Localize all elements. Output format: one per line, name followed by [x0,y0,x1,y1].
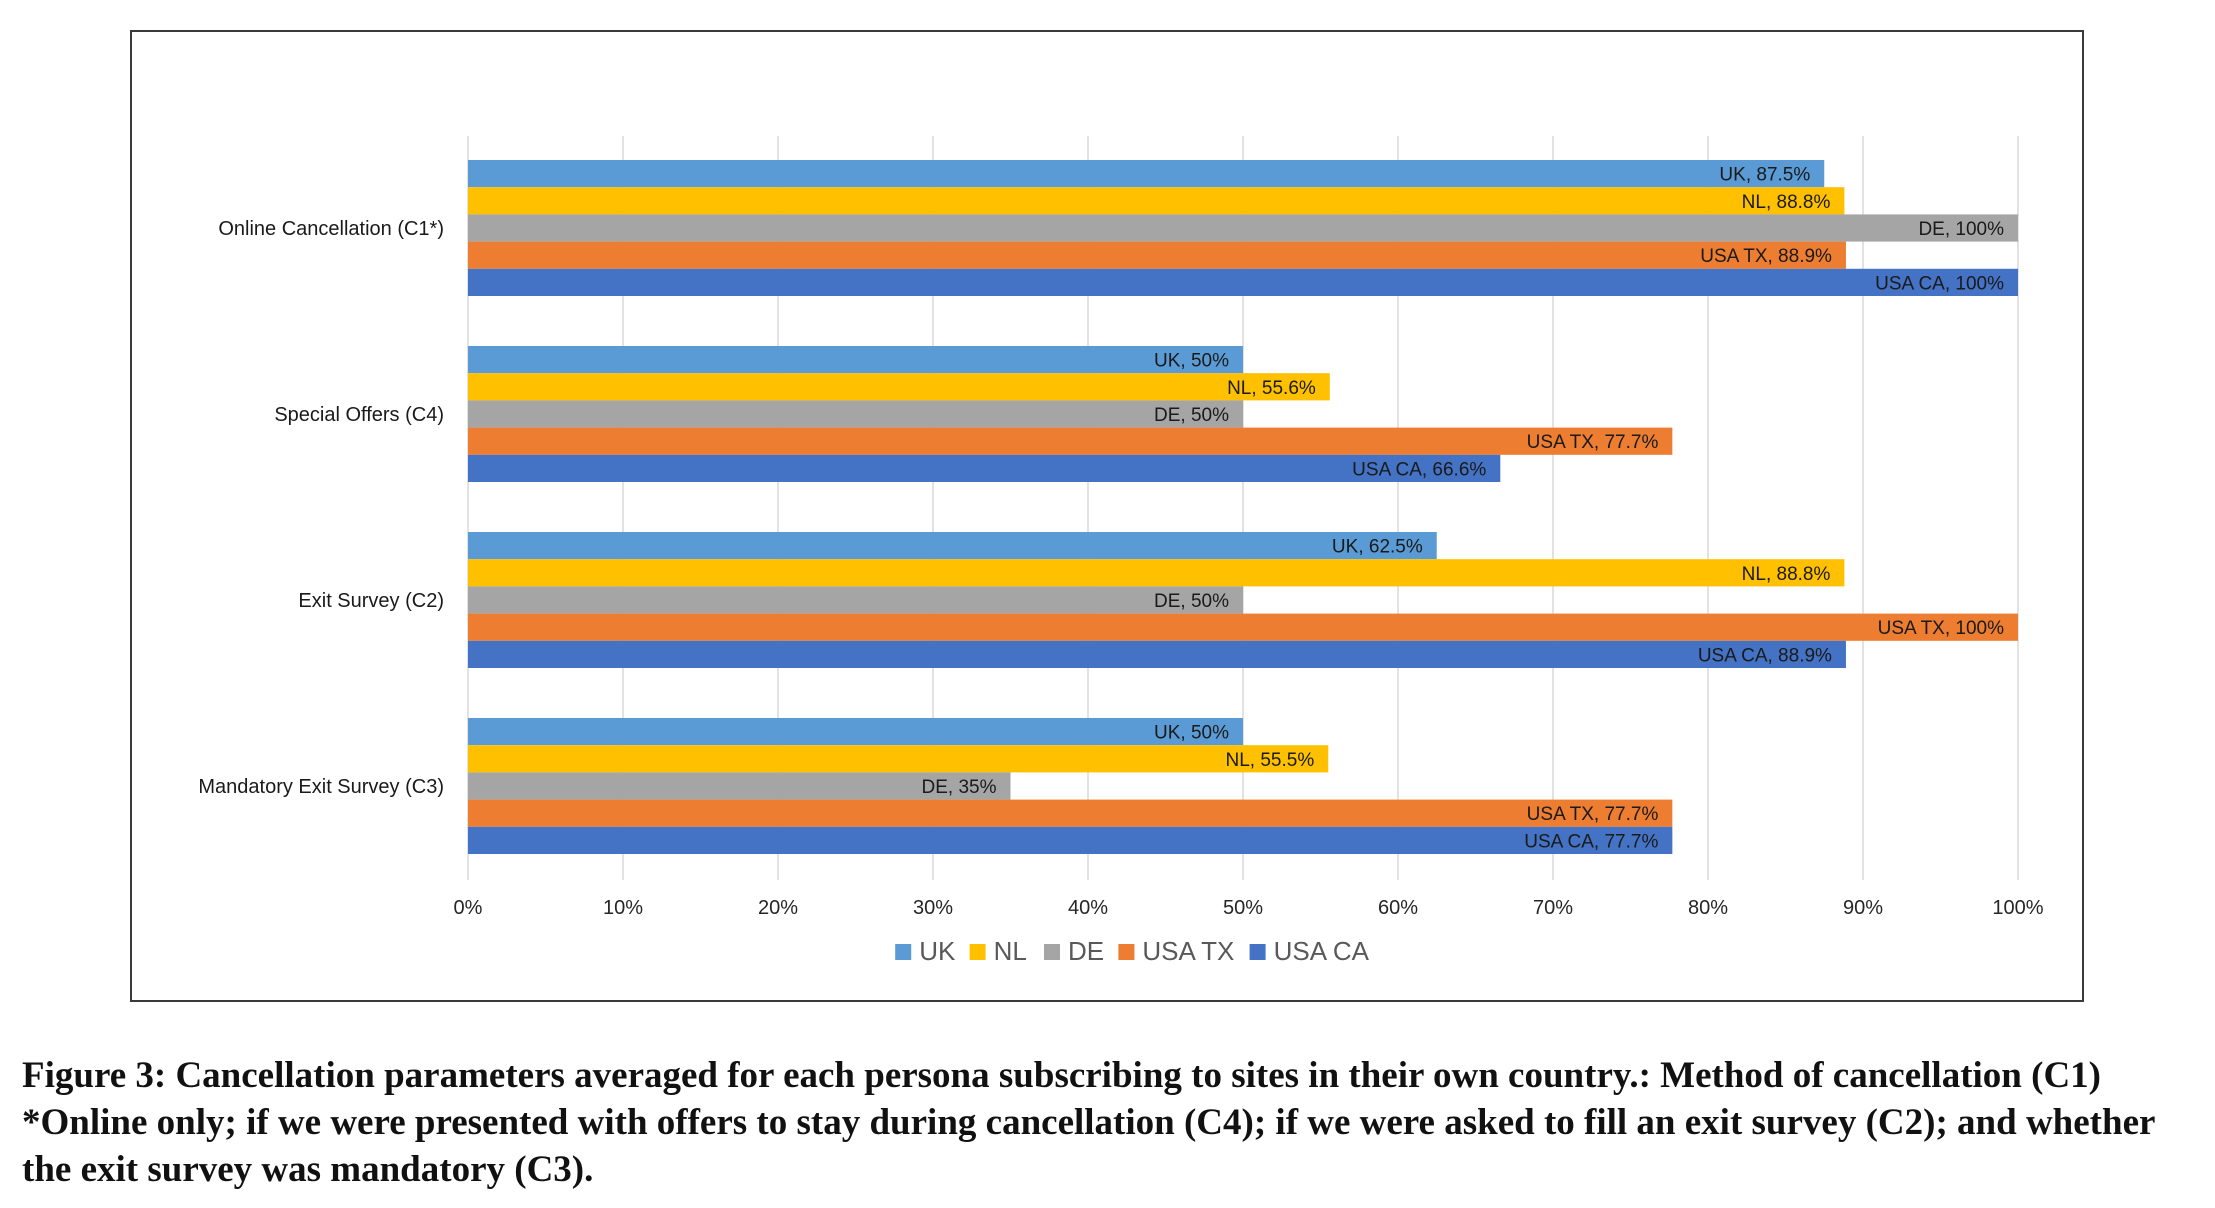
bar [468,532,1437,560]
bar-data-label: DE, 35% [922,777,997,798]
bar [468,268,2018,296]
bar [468,586,1243,614]
x-tick-label: 40% [1068,897,1108,919]
bar [468,799,1673,827]
legend: UK NL DE USA TX USA CA [895,936,1370,966]
bar [468,454,1501,482]
category-label: Mandatory Exit Survey (C3) [198,776,444,798]
bar-data-label: NL, 88.8% [1742,564,1831,585]
legend-label: USA TX [1142,936,1234,966]
bar [468,640,1846,668]
bar-data-label: DE, 50% [1154,591,1229,612]
bar [468,427,1673,455]
bars [468,160,2018,854]
legend-swatch [1044,944,1060,960]
chart-frame: 0% 10% 20% 30% 40% 50% 60% 70% 80% 90% 100% Online… [130,30,2084,1002]
bar [468,214,2018,242]
bar [468,718,1243,746]
bar [468,826,1673,854]
x-tick-label: 60% [1378,897,1418,919]
legend-label: UK [919,936,956,966]
x-tick-label: 80% [1688,897,1728,919]
bar [468,400,1243,428]
bar [468,559,1845,587]
x-tick-label: 90% [1843,897,1883,919]
bar [468,160,1825,188]
legend-label: NL [994,936,1027,966]
bar-data-label: UK, 50% [1154,723,1229,744]
category-label: Exit Survey (C2) [298,590,444,612]
bar [468,373,1330,401]
legend-label: DE [1068,936,1104,966]
x-tick-label: 50% [1223,897,1263,919]
legend-swatch [1249,944,1266,960]
bar-data-label: USA TX, 77.7% [1527,432,1659,453]
x-tick-label: 10% [603,897,643,919]
bar-data-label: USA TX, 77.7% [1527,804,1659,825]
bar-data-label: UK, 50% [1154,351,1229,372]
bar-data-label: UK, 62.5% [1332,537,1423,558]
bar-data-label: UK, 87.5% [1719,165,1810,186]
x-tick-labels: 0% 10% 20% 30% 40% 50% 60% 70% 80% 90% 100% [454,897,2044,919]
bar-data-label: USA TX, 100% [1878,618,2004,639]
x-tick-label: 30% [913,897,953,919]
bar-data-label: USA CA, 88.9% [1698,645,1832,666]
bar-data-label: NL, 55.6% [1227,378,1316,399]
category-label: Online Cancellation (C1*) [218,218,444,240]
figure-caption: Figure 3: Cancellation parameters averag… [22,1055,2155,1190]
bar [468,187,1845,215]
category-labels: Online Cancellation (C1*) Special Offers … [198,218,444,798]
bar [468,772,1011,800]
bar-data-label: NL, 55.5% [1226,750,1315,771]
bar-chart: 0% 10% 20% 30% 40% 50% 60% 70% 80% 90% 100% Online… [198,136,2044,966]
x-tick-label: 0% [454,897,483,919]
legend-swatch [1118,944,1135,960]
category-label: Special Offers (C4) [274,404,444,426]
bar [468,745,1329,773]
bar-data-label: USA TX, 88.9% [1700,246,1832,267]
bar-data-label: DE, 50% [1154,405,1229,426]
bar-data-label: NL, 88.8% [1742,192,1831,213]
bar-data-label: USA CA, 100% [1875,273,2004,294]
bar [468,613,2018,641]
x-tick-label: 100% [1992,897,2043,919]
x-tick-label: 70% [1533,897,1573,919]
legend-swatch [895,944,912,960]
legend-swatch [969,944,986,960]
bar-data-label: USA CA, 66.6% [1352,459,1486,480]
legend-label: USA CA [1274,936,1370,966]
bar-data-label: USA CA, 77.7% [1524,831,1658,852]
x-tick-label: 20% [758,897,798,919]
bar [468,346,1243,374]
bar [468,241,1846,269]
bar-data-labels: UK, 87.5% NL, 88.8% DE, 100% USA TX, 88.9% U… [922,165,2005,853]
bar-data-label: DE, 100% [1918,219,2004,240]
